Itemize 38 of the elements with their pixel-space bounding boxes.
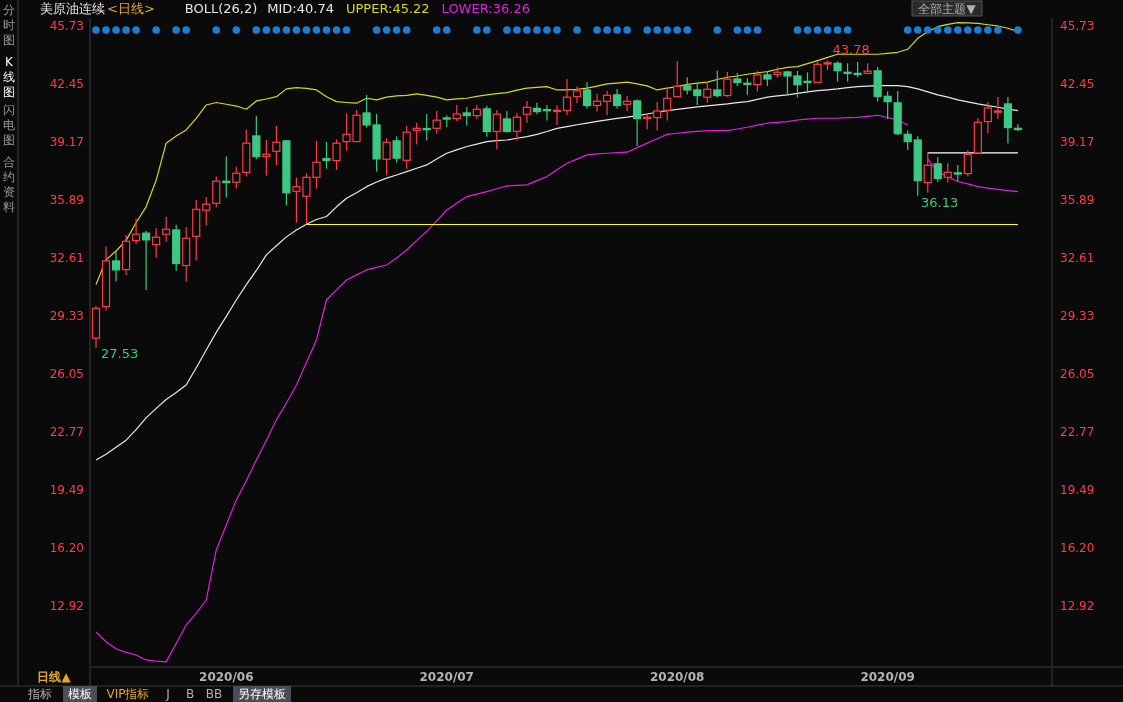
text: B [185,687,195,701]
legend: BOLL(26,2) MID:40.74 UPPER:45.22 LOWER:36.26 [184,1,530,16]
y2-tick-label: 35.89 [1060,192,1095,207]
y-tick-label: 26.05 [49,366,84,381]
y2-tick-label: 26.05 [1060,366,1095,381]
y-tick-label: 42.45 [49,76,84,91]
text: BB [205,687,223,701]
x-tick-label: 2020/09 [860,670,915,684]
y-tick-label: 19.49 [49,482,84,497]
y-tick-label: 22.77 [49,424,84,439]
text: 日线▲ [37,670,72,684]
text: 全部主题▼ [918,2,977,16]
text: J [165,687,170,701]
y2-tick-label: 22.77 [1060,424,1095,439]
y2-tick-label: 39.17 [1060,134,1095,149]
note: 43.78 [832,42,870,58]
y2-tick-label: 19.49 [1060,482,1095,497]
y-tick-label: 29.33 [49,308,84,323]
y2-tick-label: 12.92 [1060,599,1095,614]
text: VIP指标 [106,687,150,701]
text: 指标 [27,687,52,701]
x-tick-label: 2020/06 [199,670,254,684]
y-tick-label: 16.20 [49,541,84,556]
y-tick-label: 32.61 [49,250,84,265]
x-tick-label: 2020/07 [419,670,474,684]
text: 另存模板 [238,687,286,701]
x-tick-label: 2020/08 [649,670,705,684]
y-tick-label: 12.92 [49,599,84,614]
header: 美原油连续<日线> [40,1,155,16]
y2-tick-label: 16.20 [1060,541,1095,556]
y2-tick-label: 45.73 [1060,18,1095,33]
y2-tick-label: 29.33 [1060,308,1095,323]
text: 模板 [68,687,92,701]
y-tick-label: 39.17 [49,134,84,149]
y2-tick-label: 32.61 [1060,250,1095,265]
y-tick-label: 45.73 [49,18,84,33]
y-tick-label: 35.89 [49,192,84,207]
y2-tick-label: 42.45 [1060,76,1095,91]
